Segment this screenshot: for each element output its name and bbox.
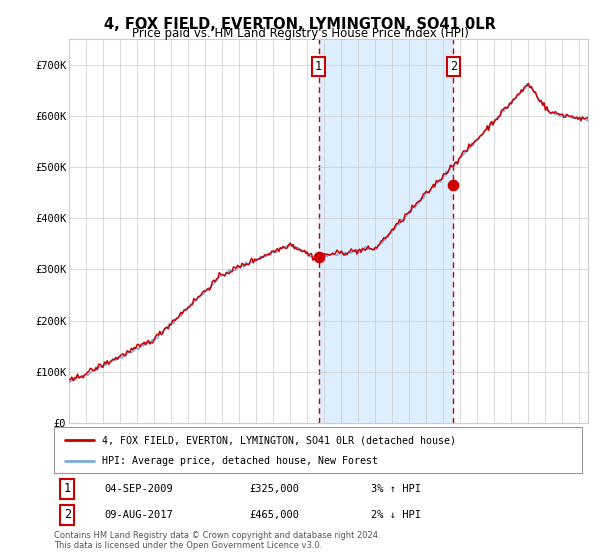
Text: 04-SEP-2009: 04-SEP-2009 — [104, 484, 173, 494]
Text: 2: 2 — [64, 508, 71, 521]
Text: £465,000: £465,000 — [250, 510, 299, 520]
Text: HPI: Average price, detached house, New Forest: HPI: Average price, detached house, New … — [101, 456, 377, 466]
Text: Contains HM Land Registry data © Crown copyright and database right 2024.
This d: Contains HM Land Registry data © Crown c… — [54, 531, 380, 550]
Text: 3% ↑ HPI: 3% ↑ HPI — [371, 484, 421, 494]
Text: £325,000: £325,000 — [250, 484, 299, 494]
Text: Price paid vs. HM Land Registry's House Price Index (HPI): Price paid vs. HM Land Registry's House … — [131, 27, 469, 40]
Text: 2% ↓ HPI: 2% ↓ HPI — [371, 510, 421, 520]
Text: 4, FOX FIELD, EVERTON, LYMINGTON, SO41 0LR: 4, FOX FIELD, EVERTON, LYMINGTON, SO41 0… — [104, 17, 496, 32]
Text: 09-AUG-2017: 09-AUG-2017 — [104, 510, 173, 520]
Text: 1: 1 — [315, 60, 322, 73]
Point — [314, 252, 323, 261]
Point — [448, 180, 458, 189]
Text: 2: 2 — [449, 60, 457, 73]
Text: 4, FOX FIELD, EVERTON, LYMINGTON, SO41 0LR (detached house): 4, FOX FIELD, EVERTON, LYMINGTON, SO41 0… — [101, 435, 455, 445]
Bar — [319, 39, 453, 423]
Text: 1: 1 — [64, 482, 71, 495]
